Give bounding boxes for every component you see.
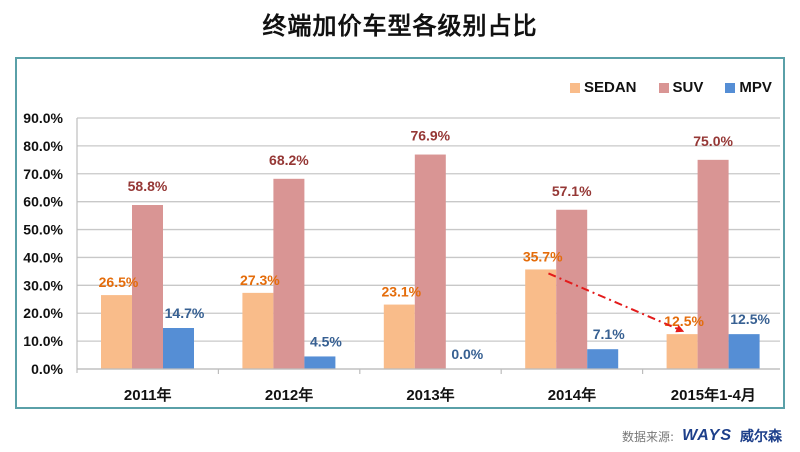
bar-sedan <box>242 292 274 369</box>
data-label-sedan: 12.5% <box>664 313 704 329</box>
chart-title: 终端加价车型各级别占比 <box>262 12 538 40</box>
data-label-suv: 76.9% <box>410 128 450 144</box>
legend-label-suv: SUV <box>672 79 704 96</box>
legend-label-sedan: SEDAN <box>584 79 637 96</box>
data-label-suv: 57.1% <box>552 183 592 199</box>
annotation-layer <box>548 272 685 333</box>
data-label-sedan: 26.5% <box>99 274 139 290</box>
y-tick-label: 20.0% <box>23 305 63 321</box>
axis-layer: 0.0% 10.0% 20.0% 30.0% 40.0% 50.0% 60.0% 70.0% 8… <box>23 110 780 404</box>
y-tick-label: 40.0% <box>23 249 63 265</box>
bar-suv <box>697 159 729 369</box>
x-tick-label: 2013年 <box>406 386 454 404</box>
bar-mpv <box>728 334 760 369</box>
bar-mpv <box>163 328 194 369</box>
y-tick-label: 0.0% <box>31 361 63 377</box>
legend-item-suv: SUV <box>658 79 704 96</box>
y-tick-label: 90.0% <box>23 110 63 126</box>
data-label-mpv: 12.5% <box>730 311 770 327</box>
data-label-suv: 68.2% <box>269 152 309 168</box>
chart-legend: SEDAN SUV MPV <box>570 79 772 96</box>
bar-suv <box>273 178 305 369</box>
label-layer: 26.5% 27.3% 23.1% 35.7% 12.5% 58.8% 68.2% 76.9%… <box>99 128 771 362</box>
data-label-sedan: 35.7% <box>523 248 563 264</box>
bar-suv <box>556 209 588 369</box>
y-tick-label: 60.0% <box>23 194 63 210</box>
y-tick-label: 70.0% <box>23 166 63 182</box>
y-tick-label: 30.0% <box>23 277 63 293</box>
bar-layer <box>101 154 760 369</box>
bar-sedan <box>525 269 557 369</box>
x-tick-label: 2011年 <box>124 386 172 404</box>
bar-mpv <box>304 356 336 369</box>
legend-item-mpv: MPV <box>725 79 772 96</box>
trend-arrow <box>548 272 685 333</box>
bar-suv <box>132 205 163 369</box>
x-tick-label: 2015年1-4月 <box>671 386 756 404</box>
brand-logo: WAYS <box>682 427 732 444</box>
legend-swatch-sedan <box>570 82 580 93</box>
legend-swatch-suv <box>658 82 669 93</box>
bar-mpv <box>587 349 619 369</box>
x-tick-label: 2014年 <box>548 386 596 404</box>
source-footer: 数据来源: WAYS 威尔森 <box>622 426 782 446</box>
data-label-sedan: 23.1% <box>381 284 421 300</box>
y-tick-label: 80.0% <box>23 138 63 154</box>
data-label-mpv: 14.7% <box>165 305 205 321</box>
legend-swatch-mpv <box>725 82 736 93</box>
bar-suv <box>414 154 446 369</box>
bar-sedan <box>101 295 132 369</box>
data-label-mpv: 7.1% <box>593 326 625 342</box>
chart-frame <box>15 57 785 409</box>
data-label-mpv: 4.5% <box>310 333 342 349</box>
bar-sedan <box>383 304 415 369</box>
x-tick-label: 2012年 <box>265 386 313 404</box>
data-label-mpv: 0.0% <box>451 346 483 362</box>
data-label-sedan: 27.3% <box>240 272 280 288</box>
data-label-suv: 58.8% <box>128 178 168 194</box>
y-tick-label: 10.0% <box>23 333 63 349</box>
legend-item-sedan: SEDAN <box>570 79 637 96</box>
data-label-suv: 75.0% <box>693 133 733 149</box>
source-label: 数据来源: <box>622 429 675 444</box>
legend-label-mpv: MPV <box>739 79 772 96</box>
brand-name-cn: 威尔森 <box>740 429 782 445</box>
y-tick-label: 50.0% <box>23 222 63 238</box>
bar-sedan <box>666 334 698 369</box>
